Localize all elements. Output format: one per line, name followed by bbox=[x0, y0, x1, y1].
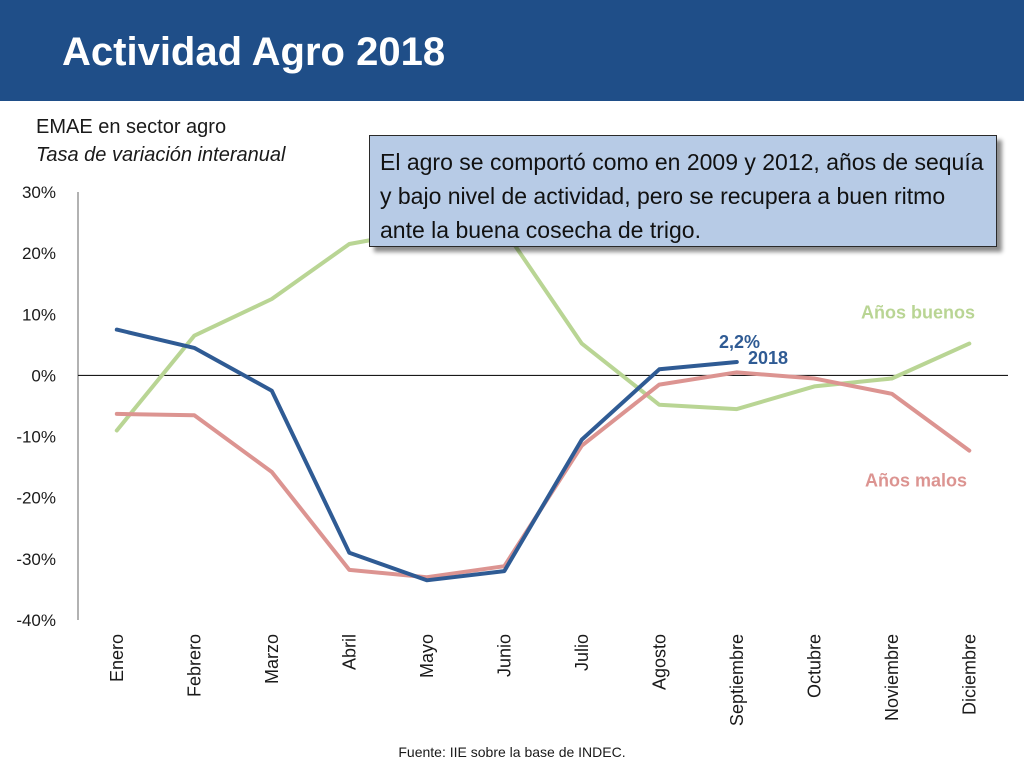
x-tick-label: Noviembre bbox=[882, 634, 902, 721]
source-note: Fuente: IIE sobre la base de INDEC. bbox=[0, 744, 1024, 760]
series-line-2018 bbox=[117, 330, 737, 581]
y-tick-label: -10% bbox=[16, 428, 56, 447]
data-label-last-value: 2,2% bbox=[719, 332, 760, 352]
x-tick-label: Octubre bbox=[804, 634, 824, 698]
y-tick-label: 20% bbox=[22, 244, 56, 263]
y-tick-label: 10% bbox=[22, 305, 56, 324]
series-label-anos-buenos: Años buenos bbox=[861, 302, 975, 322]
y-tick-label: 0% bbox=[31, 366, 56, 385]
x-tick-label: Septiembre bbox=[727, 634, 747, 726]
chart-axes bbox=[78, 192, 1008, 620]
line-chart: 30% 20% 10% 0% -10% -20% -30% -40% Enero Febrero… bbox=[0, 0, 1024, 768]
callout-box: El agro se comportó como en 2009 y 2012,… bbox=[369, 135, 997, 247]
y-tick-label: 30% bbox=[22, 183, 56, 202]
series-label-anos-malos: Años malos bbox=[865, 471, 967, 491]
x-tick-labels: Enero Febrero Marzo Abril Mayo Junio Julio Agos… bbox=[107, 634, 980, 726]
x-tick-label: Julio bbox=[572, 634, 592, 671]
y-tick-label: -30% bbox=[16, 550, 56, 569]
x-tick-label: Enero bbox=[107, 634, 127, 682]
x-tick-label: Febrero bbox=[184, 634, 204, 697]
x-tick-label: Marzo bbox=[262, 634, 282, 684]
x-tick-label: Mayo bbox=[417, 634, 437, 678]
x-tick-label: Diciembre bbox=[959, 634, 979, 715]
x-tick-label: Agosto bbox=[649, 634, 669, 690]
y-tick-labels: 30% 20% 10% 0% -10% -20% -30% -40% bbox=[16, 183, 56, 630]
y-tick-label: -40% bbox=[16, 611, 56, 630]
y-tick-label: -20% bbox=[16, 489, 56, 508]
series-line-anos-buenos bbox=[117, 230, 970, 431]
x-tick-label: Abril bbox=[339, 634, 359, 670]
x-tick-label: Junio bbox=[494, 634, 514, 677]
chart-series bbox=[117, 230, 970, 580]
series-line-anos-malos bbox=[117, 372, 970, 577]
